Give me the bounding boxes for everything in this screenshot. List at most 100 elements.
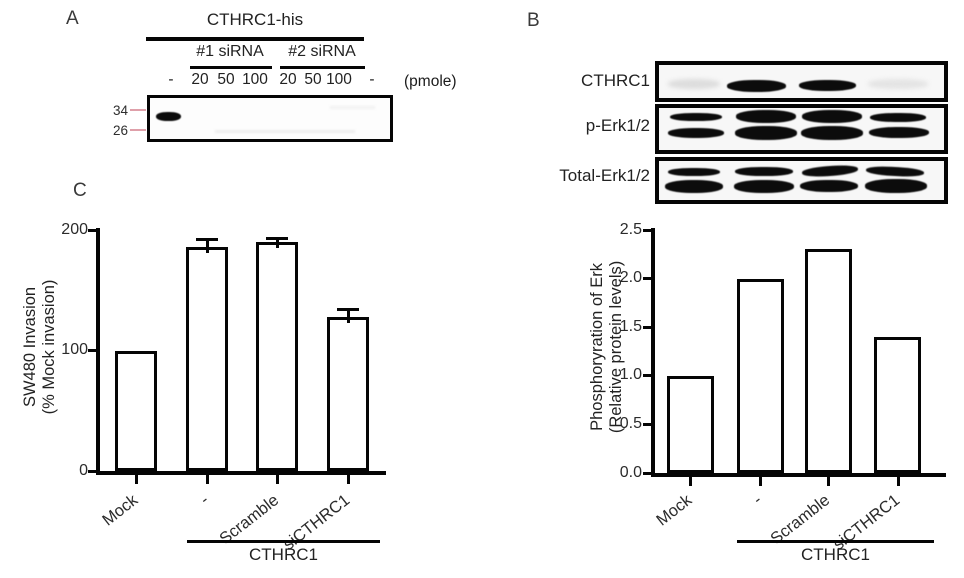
c-x-tick — [346, 474, 350, 484]
blot-band — [802, 110, 862, 123]
mw-marker-26: 26 — [112, 123, 128, 138]
b-y-tick-label: 2.0 — [619, 269, 642, 287]
blot-band — [727, 80, 786, 92]
b-y-axis-label-line2: (Relative protein levels) — [607, 260, 625, 434]
b-y-axis — [651, 228, 655, 476]
panel-a-title: CTHRC1-his — [206, 10, 304, 29]
c-group-underline — [187, 540, 380, 543]
b-y-tick-label: 1.5 — [619, 317, 642, 335]
c-x-tick — [205, 474, 209, 484]
mw-tick-26 — [130, 129, 146, 131]
blot-band — [800, 180, 858, 192]
mw-marker-34: 34 — [112, 103, 128, 118]
c-x-tick — [275, 474, 279, 484]
dose-label: 20 — [279, 71, 297, 88]
dose-label: 100 — [242, 71, 268, 88]
blot-band — [668, 79, 720, 89]
blot-band — [801, 126, 863, 140]
c-y-tick-label: 100 — [61, 341, 88, 358]
error-bar-stem — [205, 241, 209, 253]
blot-band — [670, 113, 722, 121]
c-y-tick — [88, 228, 96, 232]
b-y-tick-label: 2.5 — [619, 220, 642, 238]
b-bar-cthrc1 — [737, 278, 784, 473]
b-x-tick — [826, 476, 830, 486]
dose-label: - — [369, 71, 375, 88]
c-bar-cthrc1 — [186, 246, 228, 471]
b-y-tick — [643, 422, 651, 426]
error-bar-cap — [266, 237, 288, 241]
b-x-tick — [758, 476, 762, 486]
sirna-group-1-label: #1 siRNA — [196, 43, 264, 60]
b-bar-mock — [667, 375, 714, 473]
panel-a-faint-smudge — [330, 106, 375, 109]
blot-band — [865, 179, 927, 193]
blot-band — [668, 168, 720, 176]
blot-band — [735, 126, 797, 140]
b-y-tick-label: 0.5 — [619, 414, 642, 432]
c-bar-mock — [115, 350, 157, 471]
dose-label: 50 — [217, 71, 235, 88]
dose-label: 20 — [191, 71, 209, 88]
sirna-group-2-label: #2 siRNA — [288, 43, 356, 60]
b-bar-sicthrc1 — [874, 336, 921, 473]
b-y-tick-label: 1.0 — [619, 366, 642, 384]
c-x-axis — [96, 471, 386, 475]
dose-label: 100 — [326, 71, 352, 88]
c-x-tick — [134, 474, 138, 484]
blot-row-label-total-erk: Total-Erk1/2 — [559, 166, 650, 185]
b-group-label: CTHRC1 — [801, 545, 870, 564]
b-y-axis-label-line1: Phosphoryration of Erk — [588, 263, 607, 431]
panel-b-letter: B — [527, 10, 540, 31]
b-group-underline — [737, 540, 934, 543]
b-y-axis-label: Phosphoryration of Erk (Relative protein… — [588, 222, 626, 472]
b-y-tick — [643, 228, 651, 232]
blot-band — [734, 180, 794, 193]
panel-a-blot-box — [147, 95, 393, 142]
c-y-tick — [88, 349, 96, 352]
panel-c-letter: C — [73, 180, 87, 201]
error-bar-cap — [337, 308, 359, 312]
blot-band — [799, 80, 856, 91]
panel-a-protein-band — [156, 112, 181, 121]
c-y-tick-label: 0 — [79, 462, 88, 479]
blot-band — [870, 113, 926, 122]
c-bar-scramble — [256, 242, 298, 471]
c-y-tick-label: 200 — [61, 221, 88, 238]
c-y-tick — [88, 469, 96, 473]
mw-tick-34 — [130, 109, 146, 111]
error-bar-stem — [275, 240, 279, 249]
c-bar-sicthrc1 — [327, 316, 369, 471]
panel-a-faint-smudge — [215, 130, 355, 133]
blot-row-label-cthrc1: CTHRC1 — [581, 71, 650, 90]
sirna-group-2-rule — [280, 66, 365, 69]
c-y-axis-label-line1: SW480 Invasion — [21, 286, 40, 408]
blot-band — [665, 180, 723, 193]
c-y-axis — [96, 228, 100, 474]
b-x-tick — [688, 476, 692, 486]
error-bar-cap — [196, 238, 218, 242]
blot-band — [869, 127, 929, 138]
b-x-axis — [651, 473, 946, 477]
panel-a-header-rule — [146, 37, 364, 41]
error-bar-stem — [346, 311, 350, 323]
blot-band — [868, 79, 928, 89]
b-y-tick — [643, 325, 651, 329]
b-y-tick — [643, 374, 651, 378]
dose-unit-label: (pmole) — [404, 73, 457, 90]
dose-label: - — [168, 71, 174, 88]
dose-label: 50 — [304, 71, 322, 88]
blot-band — [736, 110, 796, 123]
b-x-tick — [896, 476, 900, 486]
c-group-label: CTHRC1 — [249, 545, 318, 564]
sirna-group-1-rule — [190, 66, 272, 69]
blot-row-label-perk: p-Erk1/2 — [585, 116, 650, 135]
blot-band — [735, 167, 793, 176]
panel-a-letter: A — [66, 8, 79, 29]
b-y-tick — [643, 277, 651, 280]
b-y-tick — [643, 471, 651, 475]
blot-band — [668, 128, 724, 138]
b-y-tick-label: 0.0 — [619, 463, 642, 481]
b-bar-scramble — [805, 249, 852, 473]
